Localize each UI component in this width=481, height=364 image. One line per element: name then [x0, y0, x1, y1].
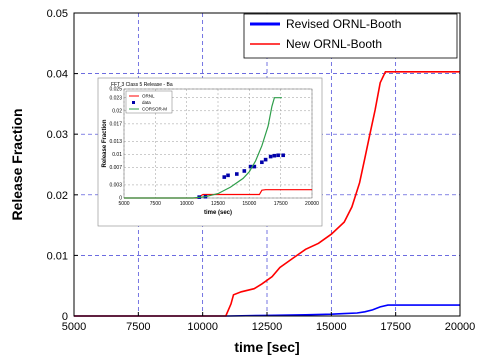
x-tick-label: 5000: [62, 321, 86, 333]
inset-legend-swatch: [132, 101, 135, 104]
y-tick-label: 0.01: [47, 250, 68, 262]
inset-data-point: [235, 172, 239, 176]
inset-data-point: [226, 173, 230, 178]
inset-plot-frame: [123, 88, 313, 199]
y-tick-label: 0.04: [47, 69, 68, 81]
inset-x-tick-label: 10000: [180, 201, 194, 207]
legend-label: New ORNL-Booth: [286, 37, 382, 51]
inset-x-tick-label: 12500: [211, 201, 225, 207]
inset-data-point: [272, 153, 277, 158]
x-tick-label: 20000: [445, 321, 476, 333]
inset-x-tick-label: 15000: [242, 201, 256, 207]
inset-x-axis-title: time (sec): [204, 210, 232, 216]
legend-label: Revised ORNL-Booth: [286, 17, 401, 31]
inset-legend-label: CORSOR-M: [142, 107, 167, 112]
inset-y-tick-label: 0.007: [109, 165, 122, 171]
y-tick-label: 0.03: [47, 129, 68, 141]
inset-data-point: [260, 160, 264, 165]
inset-y-axis-title: Release Fraction: [102, 119, 108, 167]
inset-x-tick-label: 20000: [305, 201, 319, 207]
inset-y-tick-label: 0.01: [112, 152, 122, 158]
inset-data-point: [242, 169, 247, 173]
x-tick-label: 10000: [187, 321, 218, 333]
x-tick-label: 12500: [252, 321, 283, 333]
inset-x-tick-label: 17500: [274, 201, 288, 207]
y-tick-label: 0.05: [47, 8, 68, 20]
y-tick-label: 0: [62, 311, 68, 323]
inset-x-tick-label: 5000: [118, 201, 129, 207]
inset-data-point: [222, 175, 227, 179]
inset-x-tick-label: 7500: [150, 201, 161, 207]
inset-legend-label: ORNL: [142, 94, 155, 99]
inset-series-line-corsor-m: [124, 97, 282, 199]
x-tick-label: 15000: [316, 321, 347, 333]
y-axis-title: Release Fraction: [9, 108, 25, 220]
inset-data-point: [281, 153, 285, 158]
inset-y-tick-label: 0: [119, 196, 122, 202]
x-tick-label: 17500: [380, 321, 411, 333]
inset-y-tick-label: 0.02: [112, 109, 122, 115]
inset-y-tick-label: 0.023: [109, 95, 122, 101]
inset-y-tick-label: 0.017: [109, 122, 122, 128]
main-legend: Revised ORNL-Booth New ORNL-Booth: [243, 13, 458, 59]
inset-legend-label: data: [142, 100, 151, 105]
inset-chart: FFT 3 Class 5 Release - Ba 5000 7500 10000 1…: [97, 77, 323, 227]
main-gridlines: [74, 13, 460, 316]
x-tick-label: 7500: [126, 321, 150, 333]
series-line-new-ornl-booth: [74, 71, 460, 317]
inset-title: FFT 3 Class 5 Release - Ba: [111, 82, 173, 88]
inset-y-tick-label: 0.025: [109, 87, 122, 93]
inset-data-point: [276, 153, 280, 158]
y-tick-label: 0.02: [47, 190, 68, 202]
inset-y-tick-label: 0.013: [109, 139, 122, 145]
inset-y-tick-label: 0.003: [109, 183, 122, 189]
inset-data-point: [263, 157, 268, 162]
x-axis-title: time [sec]: [234, 339, 299, 355]
inset-data-point: [252, 164, 257, 169]
main-axes: 5000 7500 10000 12500 15000 17500 20000 0 0.01 0.…: [47, 8, 476, 333]
inset-data-point: [248, 164, 253, 169]
inset-data-point: [268, 154, 273, 159]
legend-box: [243, 13, 458, 59]
